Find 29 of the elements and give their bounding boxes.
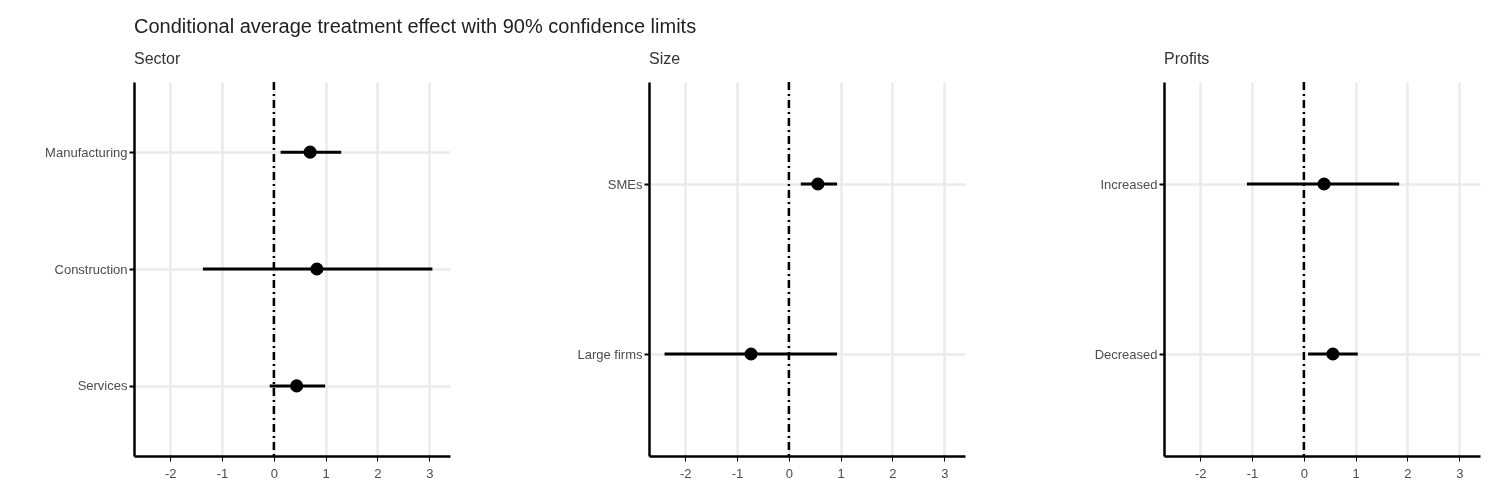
x-tick-label: 0 (1300, 465, 1308, 481)
x-tick-label: 1 (322, 465, 330, 481)
x-tick-label: 3 (1456, 465, 1464, 481)
chart-title: Conditional average treatment effect with 90% confidence limits (134, 14, 697, 37)
x-tick-label: -2 (679, 465, 692, 481)
chart-subtitle: Sector (134, 49, 181, 67)
x-tick-label: -1 (1246, 465, 1259, 481)
y-tick-label: Decreased (1094, 346, 1158, 362)
chart-subtitle: Profits (1164, 49, 1210, 67)
y-tick-label: Large firms (577, 346, 643, 362)
x-tick-label: 0 (270, 465, 278, 481)
y-tick-label: Increased (1100, 176, 1158, 192)
x-tick-label: 3 (426, 465, 434, 481)
x-tick-label: 2 (374, 465, 382, 481)
x-tick-label: 1 (837, 465, 845, 481)
y-tick-label: Construction (54, 261, 128, 277)
chart-subtitle: Size (649, 49, 681, 67)
x-tick-label: 3 (941, 465, 949, 481)
y-tick-label: Manufacturing (45, 144, 128, 160)
y-tick-label: SMEs (607, 176, 643, 192)
x-tick-label: -1 (216, 465, 229, 481)
x-tick-label: 2 (889, 465, 897, 481)
x-tick-label: -1 (731, 465, 744, 481)
x-tick-label: 1 (1352, 465, 1360, 481)
x-tick-label: 0 (785, 465, 793, 481)
y-tick-label: Services (77, 378, 128, 394)
x-tick-label: -2 (164, 465, 177, 481)
x-tick-label: 2 (1404, 465, 1412, 481)
x-tick-label: -2 (1194, 465, 1207, 481)
